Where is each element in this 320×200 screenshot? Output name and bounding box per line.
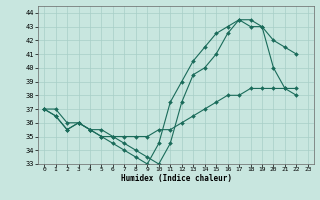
X-axis label: Humidex (Indice chaleur): Humidex (Indice chaleur) <box>121 174 231 183</box>
